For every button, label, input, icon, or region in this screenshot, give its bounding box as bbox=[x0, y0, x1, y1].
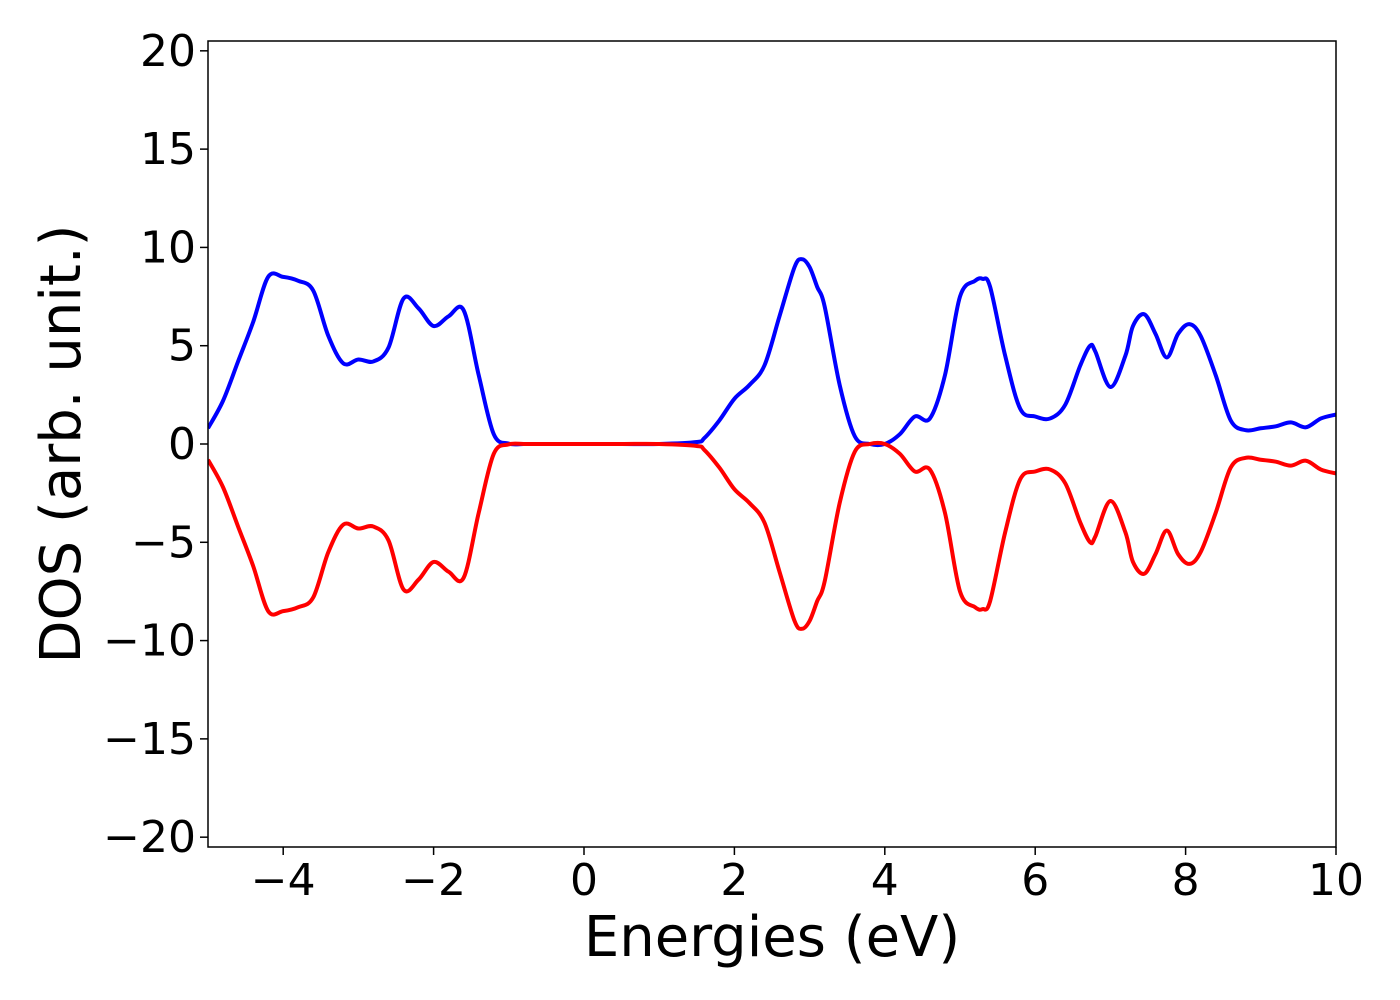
plot-area bbox=[208, 257, 1336, 631]
x-axis-label: Energies (eV) bbox=[584, 905, 960, 970]
y-axis-label: DOS (arb. unit.) bbox=[29, 224, 94, 663]
x-tick-label: 8 bbox=[1172, 855, 1200, 906]
y-tick-label: 0 bbox=[168, 419, 196, 470]
y-axis-ticks: 20 15 10 5 0 −5 −10 −15 −20 bbox=[103, 26, 208, 863]
x-axis-ticks: −4 −2 0 2 4 6 8 10 bbox=[251, 847, 1364, 906]
y-tick-label: −20 bbox=[103, 812, 196, 863]
plot-frame bbox=[207, 40, 1337, 848]
series-line-1 bbox=[208, 257, 1336, 448]
y-tick-label: 5 bbox=[168, 321, 196, 372]
x-tick-label: 10 bbox=[1308, 855, 1364, 906]
x-tick-label: 6 bbox=[1021, 855, 1049, 906]
y-tick-label: 20 bbox=[140, 26, 196, 77]
y-tick-label: −10 bbox=[103, 616, 196, 667]
y-tick-label: 10 bbox=[140, 222, 196, 273]
x-tick-label: −4 bbox=[251, 855, 316, 906]
series-line-2 bbox=[208, 440, 1336, 631]
x-tick-label: 2 bbox=[720, 855, 748, 906]
y-tick-label: −15 bbox=[103, 714, 196, 765]
x-tick-label: −2 bbox=[401, 855, 466, 906]
y-tick-label: −5 bbox=[131, 517, 196, 568]
x-tick-label: 0 bbox=[570, 855, 598, 906]
y-tick-label: 15 bbox=[140, 124, 196, 175]
x-tick-label: 4 bbox=[871, 855, 899, 906]
